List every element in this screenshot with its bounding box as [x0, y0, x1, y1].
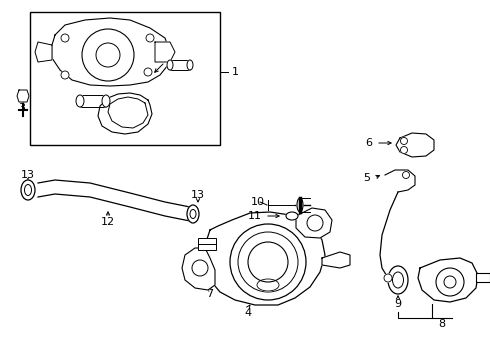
Polygon shape: [385, 170, 415, 192]
Bar: [170, 60, 190, 70]
Circle shape: [436, 268, 464, 296]
Polygon shape: [35, 42, 52, 62]
Ellipse shape: [21, 180, 35, 200]
Circle shape: [96, 43, 120, 67]
Polygon shape: [38, 180, 190, 221]
Circle shape: [61, 34, 69, 42]
Polygon shape: [296, 208, 332, 238]
Circle shape: [248, 242, 288, 282]
Bar: [80, 95, 106, 107]
Polygon shape: [52, 18, 170, 86]
Bar: [30, 12, 220, 145]
Ellipse shape: [187, 60, 193, 70]
Polygon shape: [205, 212, 325, 305]
Circle shape: [82, 29, 134, 81]
Circle shape: [400, 138, 408, 144]
Text: 6: 6: [365, 138, 372, 148]
Circle shape: [146, 34, 154, 42]
Bar: [198, 238, 216, 250]
Text: 13: 13: [191, 190, 205, 200]
Text: 5: 5: [363, 173, 370, 183]
Ellipse shape: [190, 210, 196, 219]
Polygon shape: [182, 248, 215, 290]
Text: 3: 3: [19, 103, 25, 113]
Ellipse shape: [297, 198, 303, 212]
Polygon shape: [155, 42, 175, 62]
Polygon shape: [98, 93, 152, 134]
Ellipse shape: [76, 95, 84, 107]
Polygon shape: [396, 133, 434, 157]
Ellipse shape: [257, 279, 279, 291]
Ellipse shape: [24, 184, 31, 195]
Text: 8: 8: [439, 319, 445, 329]
Circle shape: [400, 147, 408, 153]
Circle shape: [230, 224, 306, 300]
Ellipse shape: [102, 95, 110, 107]
Circle shape: [238, 232, 298, 292]
Text: 9: 9: [394, 299, 402, 309]
Ellipse shape: [167, 60, 173, 70]
Polygon shape: [322, 252, 350, 268]
Text: 12: 12: [101, 217, 115, 227]
Circle shape: [61, 71, 69, 79]
Bar: [476, 273, 490, 282]
Circle shape: [307, 215, 323, 231]
Text: 13: 13: [21, 170, 35, 180]
Ellipse shape: [286, 212, 298, 220]
Ellipse shape: [187, 205, 199, 223]
Circle shape: [144, 68, 152, 76]
Circle shape: [384, 274, 392, 282]
Text: 4: 4: [245, 308, 251, 318]
Circle shape: [402, 171, 410, 179]
Polygon shape: [17, 90, 29, 102]
Circle shape: [192, 260, 208, 276]
Text: 2: 2: [165, 53, 172, 63]
Circle shape: [444, 276, 456, 288]
Ellipse shape: [388, 266, 408, 294]
Text: 7: 7: [206, 289, 214, 299]
Text: 11: 11: [248, 211, 262, 221]
Text: 1: 1: [232, 67, 239, 77]
Ellipse shape: [392, 272, 403, 288]
Polygon shape: [418, 258, 478, 302]
Text: 10: 10: [251, 197, 265, 207]
